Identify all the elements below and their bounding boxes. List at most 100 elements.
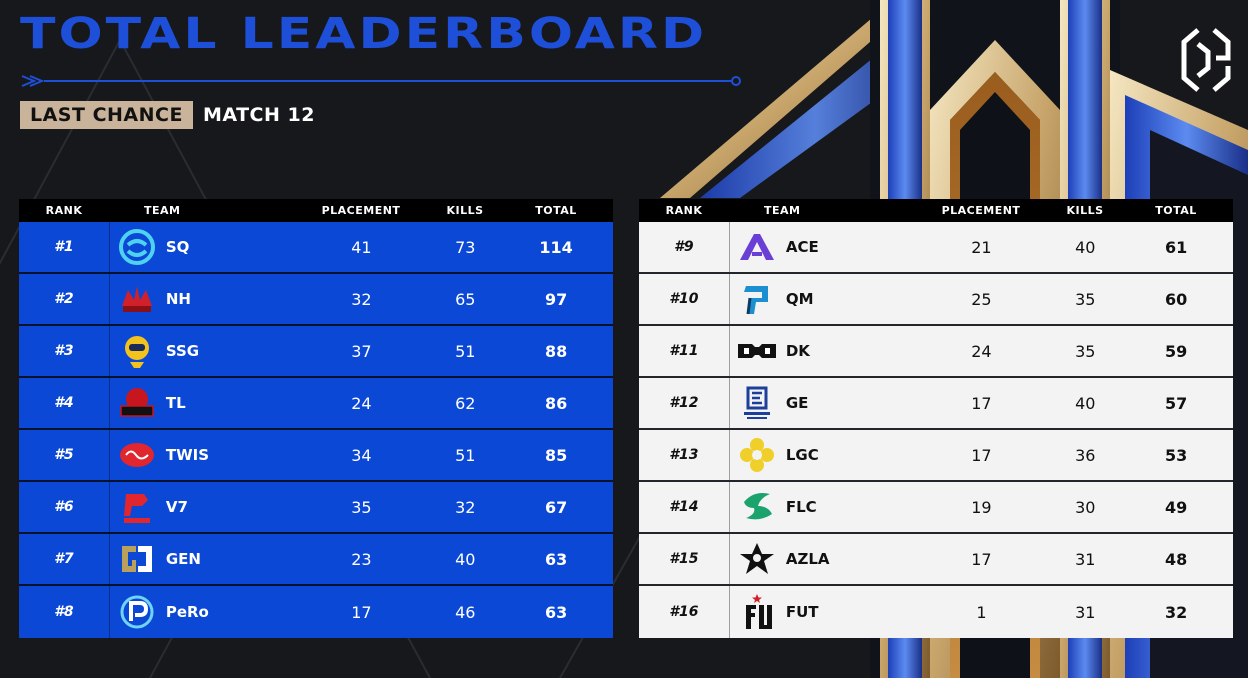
team-cell: ACE bbox=[728, 222, 912, 272]
team-cell: NH bbox=[108, 274, 292, 324]
v7-logo-icon bbox=[123, 494, 150, 523]
placement-cell: 17 bbox=[971, 445, 992, 465]
ace-logo-icon bbox=[739, 234, 774, 260]
rank-cell: #8 bbox=[54, 604, 74, 620]
nh-logo-icon bbox=[121, 286, 152, 312]
table-row: #7 GEN 23 40 63 bbox=[19, 534, 613, 586]
placement-cell: 23 bbox=[351, 549, 372, 569]
team-cell: FLC bbox=[728, 482, 912, 532]
last-chance-tag: LAST CHANCE bbox=[20, 101, 193, 129]
rank-cell: #15 bbox=[669, 551, 699, 567]
placement-cell: 24 bbox=[971, 341, 992, 361]
table-row: #10 QM 25 35 60 bbox=[639, 274, 1233, 326]
table-row: #14 FLC 19 30 49 bbox=[639, 482, 1233, 534]
rank-cell: #11 bbox=[669, 343, 699, 359]
team-cell: TWIS bbox=[108, 430, 292, 480]
team-cell: V7 bbox=[108, 482, 292, 532]
table-row: #4 TL 24 62 86 bbox=[19, 378, 613, 430]
table-row: #2 NH 32 65 97 bbox=[19, 274, 613, 326]
team-name: FUT bbox=[785, 603, 819, 621]
flc-logo-icon bbox=[743, 493, 772, 520]
table-row: #6 V7 35 32 67 bbox=[19, 482, 613, 534]
placement-cell: 35 bbox=[351, 497, 372, 517]
team-cell: GE bbox=[728, 378, 912, 428]
ssg-logo-icon bbox=[124, 336, 149, 368]
rank-cell: #12 bbox=[669, 395, 699, 411]
kills-cell: 40 bbox=[455, 549, 476, 569]
team-cell: QM bbox=[728, 274, 912, 324]
team-name: SQ bbox=[165, 238, 190, 256]
gen-logo-icon bbox=[121, 546, 152, 572]
total-cell: 48 bbox=[1164, 549, 1188, 569]
match-label: MATCH 12 bbox=[202, 104, 315, 126]
placement-cell: 1 bbox=[976, 602, 987, 622]
rank-cell: #13 bbox=[669, 447, 699, 463]
placement-cell: 41 bbox=[351, 237, 372, 257]
team-cell: FUT bbox=[728, 586, 912, 638]
kills-cell: 35 bbox=[1075, 289, 1096, 309]
rank-cell: #3 bbox=[54, 343, 74, 359]
team-name: NH bbox=[165, 290, 191, 308]
table-row: #11 DK 24 35 59 bbox=[639, 326, 1233, 378]
team-name: DK bbox=[785, 342, 810, 360]
team-cell: AZLA bbox=[728, 534, 912, 584]
rank-cell: #5 bbox=[54, 447, 74, 463]
total-cell: 32 bbox=[1164, 602, 1188, 622]
rank-cell: #16 bbox=[669, 604, 699, 620]
team-cell: GEN bbox=[108, 534, 292, 584]
header-rank: RANK bbox=[665, 204, 703, 217]
total-cell: 57 bbox=[1164, 393, 1188, 413]
placement-cell: 32 bbox=[351, 289, 372, 309]
header-placement: PLACEMENT bbox=[941, 204, 1021, 217]
table-row: #8 PeRo 17 46 63 bbox=[19, 586, 613, 638]
placement-cell: 25 bbox=[971, 289, 992, 309]
kills-cell: 31 bbox=[1075, 549, 1096, 569]
rank-cell: #14 bbox=[669, 499, 699, 515]
rank-cell: #4 bbox=[54, 395, 74, 411]
team-name: QM bbox=[785, 290, 814, 308]
kills-cell: 32 bbox=[455, 497, 476, 517]
team-cell: LGC bbox=[728, 430, 912, 480]
cgc-logo bbox=[1181, 28, 1231, 92]
total-cell: 59 bbox=[1164, 341, 1188, 361]
kills-cell: 35 bbox=[1075, 341, 1096, 361]
placement-cell: 37 bbox=[351, 341, 372, 361]
table-row: #12 GE 17 40 57 bbox=[639, 378, 1233, 430]
placement-cell: 17 bbox=[971, 549, 992, 569]
team-cell: SQ bbox=[108, 222, 292, 272]
total-cell: 53 bbox=[1164, 445, 1188, 465]
kills-cell: 46 bbox=[455, 602, 476, 622]
placement-cell: 24 bbox=[351, 393, 372, 413]
kills-cell: 51 bbox=[455, 341, 476, 361]
table-row: #3 SSG 37 51 88 bbox=[19, 326, 613, 378]
total-cell: 86 bbox=[544, 393, 568, 413]
kills-cell: 36 bbox=[1075, 445, 1096, 465]
total-cell: 67 bbox=[544, 497, 568, 517]
placement-cell: 21 bbox=[971, 237, 992, 257]
team-name: GEN bbox=[165, 550, 201, 568]
total-cell: 114 bbox=[539, 237, 573, 257]
team-name: PeRo bbox=[165, 603, 209, 621]
rank-cell: #2 bbox=[54, 291, 74, 307]
table-row: #15 AZLA 17 31 48 bbox=[639, 534, 1233, 586]
team-cell: DK bbox=[728, 326, 912, 376]
leaderboard-left: RANK TEAM PLACEMENT KILLS TOTAL #1 SQ 41… bbox=[19, 199, 613, 638]
match-tag-row: LAST CHANCE MATCH 12 bbox=[20, 101, 315, 129]
twis-logo-icon bbox=[119, 443, 154, 467]
header-total: TOTAL bbox=[535, 204, 577, 217]
qm-logo-icon bbox=[743, 286, 768, 315]
rank-cell: #10 bbox=[669, 291, 699, 307]
kills-cell: 40 bbox=[1075, 237, 1096, 257]
table-row: #13 LGC 17 36 53 bbox=[639, 430, 1233, 482]
leaderboard-right: RANK TEAM PLACEMENT KILLS TOTAL #9 ACE 2… bbox=[639, 199, 1233, 638]
total-cell: 63 bbox=[544, 549, 568, 569]
kills-cell: 62 bbox=[455, 393, 476, 413]
placement-cell: 34 bbox=[351, 445, 372, 465]
team-name: LGC bbox=[785, 446, 819, 464]
pero-logo-icon bbox=[120, 595, 154, 629]
lgc-logo-icon bbox=[739, 438, 774, 472]
title-underline bbox=[21, 75, 741, 87]
table-header: RANK TEAM PLACEMENT KILLS TOTAL bbox=[19, 199, 613, 222]
page-title: TOTAL LEADERBOARD bbox=[20, 9, 708, 59]
team-name: FLC bbox=[785, 498, 817, 516]
